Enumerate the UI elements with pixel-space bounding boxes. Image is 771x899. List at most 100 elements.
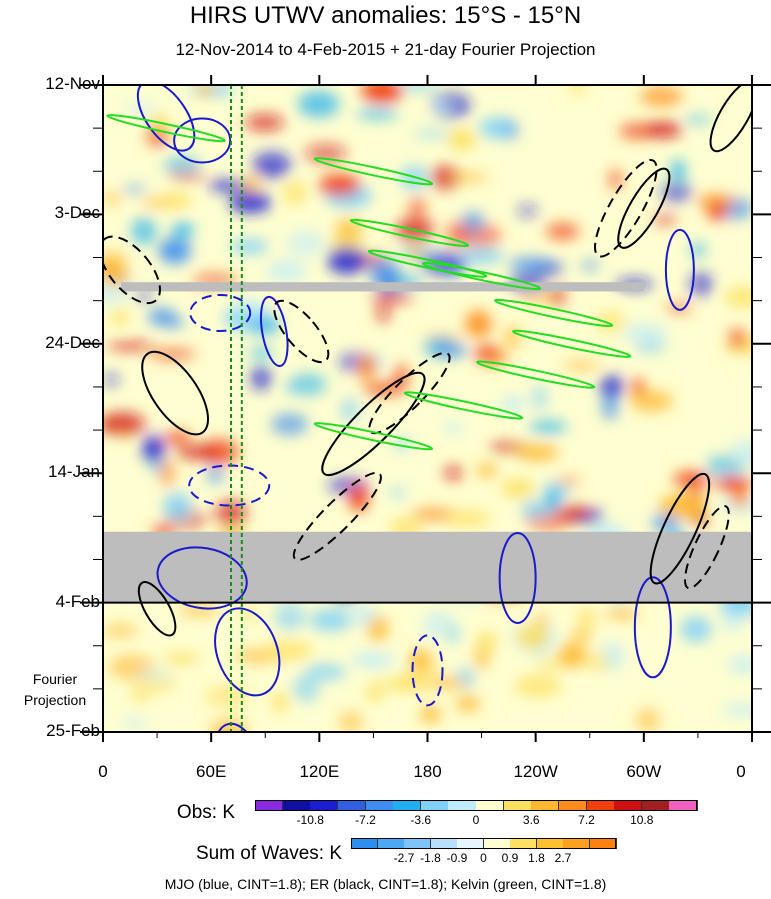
anomaly-patch — [600, 375, 624, 400]
anomaly-patch — [503, 325, 522, 349]
x-tick-label: 120E — [299, 762, 340, 781]
anomaly-patch — [508, 257, 555, 271]
y-tick-label: 12-Nov — [45, 74, 100, 93]
colorbar-swatch — [476, 800, 505, 811]
anomaly-patch — [621, 323, 668, 341]
er-contour — [709, 85, 752, 153]
anomaly-patch — [104, 262, 128, 287]
missing-data-bands — [103, 282, 752, 603]
anomaly-patch — [271, 691, 289, 713]
x-tick-label: 0 — [736, 762, 746, 781]
anomaly-patch — [160, 459, 175, 487]
anomaly-patch — [596, 310, 625, 333]
anomaly-patch — [197, 85, 214, 97]
anomaly-patch — [433, 344, 468, 358]
anomaly-patch — [122, 185, 147, 194]
anomaly-patch — [721, 704, 752, 716]
anomaly-patch — [429, 165, 461, 190]
x-tick-label: 120W — [513, 762, 558, 781]
y-tick-label: 14-Jan — [48, 462, 100, 482]
mjo-contour — [156, 546, 248, 610]
anomaly-patch — [671, 159, 685, 183]
anomaly-patch — [103, 373, 119, 386]
mjo-contour — [188, 464, 271, 507]
anomaly-patch — [690, 513, 709, 526]
anomaly-patch — [517, 205, 538, 217]
colorbar-swatch — [255, 800, 284, 811]
anomaly-patch — [639, 86, 683, 107]
anomaly-patch — [237, 176, 262, 194]
anomaly-patch — [107, 341, 155, 351]
anomaly-patch — [229, 239, 269, 254]
anomaly-patch — [363, 690, 385, 702]
anomaly-patch — [475, 463, 498, 478]
anomaly-patch — [135, 671, 171, 680]
colorbar-frame — [351, 838, 616, 849]
colorbar-tick-label: -10.8 — [296, 813, 324, 827]
anomaly-patch — [122, 718, 148, 728]
anomaly-patch — [398, 85, 439, 91]
anomaly-patch — [534, 660, 569, 670]
anomaly-patch — [500, 397, 525, 412]
kelvin-contour — [367, 249, 488, 278]
anomaly-patch — [653, 214, 677, 225]
colorbar-tick-label: 0 — [472, 813, 480, 827]
anomaly-patch — [341, 397, 358, 423]
colorbar-tick-label: 2.7 — [554, 851, 572, 865]
anomaly-patch — [282, 179, 308, 206]
mjo-contour — [633, 576, 672, 679]
mjo-contour — [411, 634, 444, 707]
colorbar-swatch — [614, 800, 643, 811]
anomaly-patch — [131, 692, 150, 701]
anomaly-patch — [408, 245, 424, 263]
contour-legend-footer: MJO (blue, CINT=1.8); ER (black, CINT=1.… — [164, 876, 607, 892]
anomaly-patch — [250, 366, 272, 391]
er-contour — [273, 299, 330, 364]
anomaly-patch — [335, 217, 362, 241]
anomaly-patch — [445, 624, 459, 644]
kelvin-contour — [403, 391, 524, 420]
anomaly-patch — [389, 487, 406, 498]
colorbar-tick-label: 0.9 — [501, 851, 519, 865]
kelvin-contour — [493, 298, 614, 328]
anomaly-patch — [250, 345, 273, 360]
anomaly-patch — [521, 500, 551, 519]
anomaly-patch — [271, 413, 308, 436]
anomaly-patch — [204, 685, 249, 708]
er-contour — [684, 505, 730, 590]
anomaly-patch — [372, 292, 413, 302]
y-tick-label: 24-Dec — [45, 332, 100, 352]
anomaly-patch — [327, 246, 366, 275]
kelvin-contour — [313, 422, 434, 451]
anomaly-patch — [310, 609, 352, 632]
anomaly-patch — [705, 455, 747, 479]
mjo-contour — [213, 722, 263, 732]
anomaly-patch — [576, 605, 597, 632]
mjo-contour — [214, 607, 281, 697]
anomaly-patch — [546, 489, 560, 514]
anomaly-patch — [605, 609, 639, 619]
anomaly-patch — [305, 665, 346, 680]
x-tick-label: 0 — [98, 762, 108, 781]
anomaly-patch — [689, 271, 713, 297]
colorbar-swatch — [337, 800, 366, 811]
colorbar-swatch — [586, 800, 615, 811]
anomaly-patch — [357, 106, 398, 120]
fourier-label-line1: Fourier — [32, 671, 78, 687]
anomaly-patch — [636, 708, 660, 732]
colorbar-swatch — [589, 838, 617, 849]
er-contour — [321, 371, 426, 477]
mjo-contour — [259, 295, 289, 368]
mjo-contour — [136, 85, 196, 152]
reference-lines — [103, 85, 752, 732]
anomaly-patch — [318, 174, 361, 196]
anomaly-patch — [450, 173, 489, 182]
anomaly-patch — [531, 385, 548, 410]
anomaly-patch — [297, 91, 340, 118]
anomaly-patch — [689, 488, 704, 501]
anomaly-patch — [420, 706, 441, 723]
anomaly-patch — [168, 171, 206, 181]
anomaly-patch — [103, 412, 145, 436]
anomaly-patch — [516, 624, 550, 650]
